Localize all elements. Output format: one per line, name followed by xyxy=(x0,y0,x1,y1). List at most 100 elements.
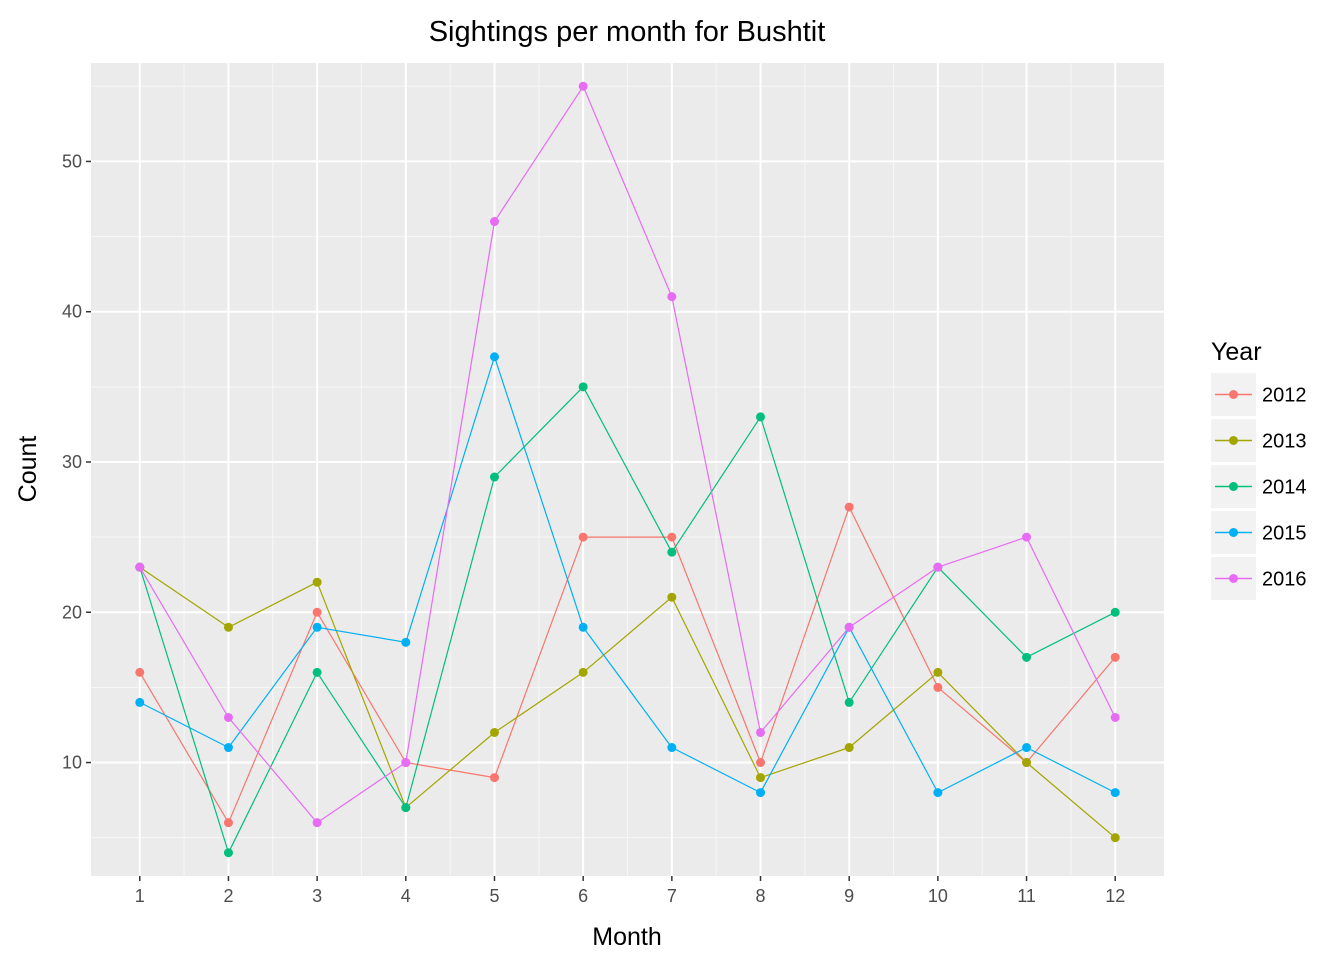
data-point-2015 xyxy=(1110,788,1120,798)
data-point-2014 xyxy=(1110,607,1120,617)
data-point-2016 xyxy=(844,622,854,632)
x-tick-label: 2 xyxy=(223,886,233,906)
data-point-2016 xyxy=(223,712,233,722)
x-tick-label: 10 xyxy=(928,886,948,906)
series-2016 xyxy=(135,81,1120,828)
data-point-2012 xyxy=(667,532,677,542)
data-point-2012 xyxy=(933,682,943,692)
x-axis: 1 2 3 4 5 6 7 8 9 10 11 12 xyxy=(135,876,1125,906)
series-line-2013 xyxy=(139,566,1116,839)
data-point-2013 xyxy=(223,622,233,632)
y-tick-label: 10 xyxy=(62,753,82,773)
data-point-2015 xyxy=(933,788,943,798)
x-tick-label: 8 xyxy=(756,886,766,906)
series-line-2015 xyxy=(139,356,1116,794)
data-point-2014 xyxy=(844,697,854,707)
data-point-2016 xyxy=(135,562,145,572)
data-point-2013 xyxy=(844,743,854,753)
data-point-2012 xyxy=(1110,652,1120,662)
data-point-2012 xyxy=(135,667,145,677)
data-point-2012 xyxy=(312,607,322,617)
y-axis: 10 20 30 40 50 xyxy=(62,151,91,773)
data-point-2016 xyxy=(578,81,588,91)
legend-label: 2015 xyxy=(1262,523,1307,545)
legend-key-point xyxy=(1229,390,1238,399)
data-point-2013 xyxy=(1022,758,1032,768)
data-point-2015 xyxy=(1022,743,1032,753)
legend-key-point xyxy=(1229,482,1238,491)
data-point-2015 xyxy=(223,743,233,753)
grid-major xyxy=(91,63,1164,876)
y-tick-label: 20 xyxy=(62,602,82,622)
data-point-2014 xyxy=(578,382,588,392)
legend-item-2013: 2013 xyxy=(1211,419,1307,462)
y-tick-label: 30 xyxy=(62,452,82,472)
legend-key-point xyxy=(1229,528,1238,537)
x-tick-label: 7 xyxy=(667,886,677,906)
data-point-2015 xyxy=(401,637,411,647)
data-point-2015 xyxy=(312,622,322,632)
data-point-2016 xyxy=(401,758,411,768)
data-point-2013 xyxy=(667,592,677,602)
data-point-2012 xyxy=(756,758,766,768)
data-point-2014 xyxy=(312,667,322,677)
legend-item-2014: 2014 xyxy=(1211,465,1307,508)
data-point-2014 xyxy=(489,472,499,482)
legend: Year 2012 2013 2014 2015 2016 xyxy=(1211,338,1307,600)
legend-label: 2016 xyxy=(1262,569,1307,591)
data-point-2014 xyxy=(667,547,677,557)
x-tick-label: 4 xyxy=(401,886,411,906)
x-tick-label: 6 xyxy=(578,886,588,906)
data-point-2012 xyxy=(223,818,233,828)
data-point-2014 xyxy=(756,412,766,422)
data-point-2016 xyxy=(667,292,677,302)
data-point-2016 xyxy=(1022,532,1032,542)
x-tick-label: 11 xyxy=(1017,886,1036,906)
data-point-2015 xyxy=(489,352,499,362)
data-point-2013 xyxy=(933,667,943,677)
data-point-2013 xyxy=(312,577,322,587)
data-point-2014 xyxy=(401,803,411,813)
series-layer xyxy=(135,81,1120,858)
x-axis-title: Month xyxy=(592,923,661,951)
y-tick-label: 50 xyxy=(62,151,82,171)
data-point-2015 xyxy=(667,743,677,753)
legend-item-2016: 2016 xyxy=(1211,557,1307,600)
y-axis-title: Count xyxy=(14,436,42,503)
data-point-2016 xyxy=(933,562,943,572)
legend-item-2015: 2015 xyxy=(1211,511,1307,554)
legend-label: 2013 xyxy=(1262,431,1307,453)
data-point-2013 xyxy=(489,727,499,737)
data-point-2012 xyxy=(489,773,499,783)
data-point-2014 xyxy=(223,848,233,858)
x-tick-label: 9 xyxy=(844,886,854,906)
data-point-2016 xyxy=(489,217,499,227)
legend-key-point xyxy=(1229,574,1238,583)
data-point-2013 xyxy=(756,773,766,783)
legend-key-point xyxy=(1229,436,1238,445)
data-point-2015 xyxy=(756,788,766,798)
legend-label: 2012 xyxy=(1262,385,1307,407)
data-point-2015 xyxy=(578,622,588,632)
data-point-2014 xyxy=(1022,652,1032,662)
x-tick-label: 3 xyxy=(312,886,322,906)
data-point-2012 xyxy=(578,532,588,542)
legend-title: Year xyxy=(1211,338,1262,366)
data-point-2016 xyxy=(312,818,322,828)
data-point-2016 xyxy=(756,727,766,737)
chart-title: Sightings per month for Bushtit xyxy=(429,16,826,48)
series-line-2016 xyxy=(139,85,1116,824)
series-line-2014 xyxy=(139,386,1116,854)
y-tick-label: 40 xyxy=(62,302,82,322)
data-point-2013 xyxy=(578,667,588,677)
data-point-2016 xyxy=(1110,712,1120,722)
x-tick-label: 12 xyxy=(1105,886,1125,906)
data-point-2015 xyxy=(135,697,145,707)
x-tick-label: 5 xyxy=(489,886,499,906)
legend-item-2012: 2012 xyxy=(1211,373,1307,416)
legend-label: 2014 xyxy=(1262,477,1307,499)
x-tick-label: 1 xyxy=(135,886,145,906)
data-point-2013 xyxy=(1110,833,1120,843)
data-point-2012 xyxy=(844,502,854,512)
